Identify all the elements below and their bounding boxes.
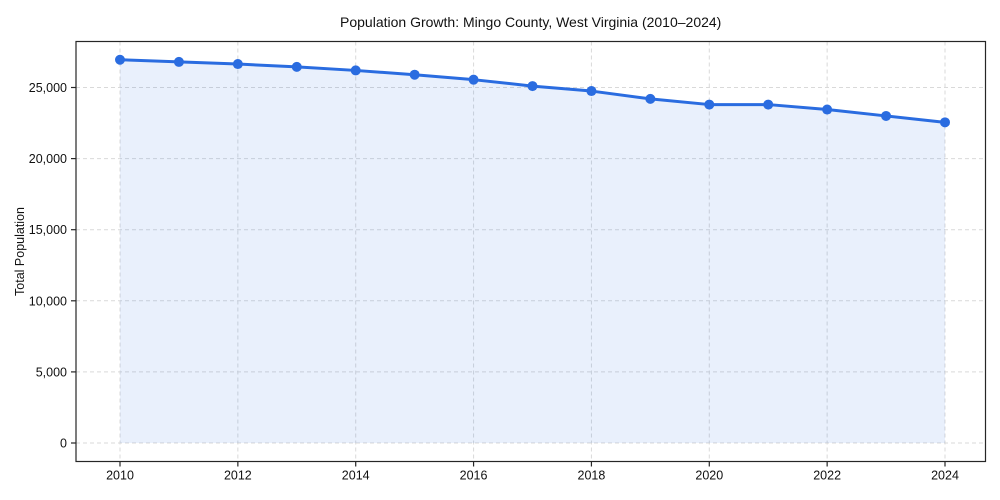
y-tick-label: 0	[60, 437, 67, 451]
plot-border	[75, 40, 987, 463]
x-tick-label: 2012	[224, 469, 252, 483]
y-tick-label: 5,000	[36, 365, 67, 379]
x-tick-label: 2022	[813, 469, 841, 483]
data-point-2014	[350, 65, 361, 76]
data-point-2018	[586, 86, 597, 97]
data-point-2015	[409, 69, 420, 80]
gridlines	[76, 41, 986, 462]
y-tick-label: 20,000	[29, 152, 67, 166]
data-point-2017	[527, 81, 538, 92]
data-point-2021	[763, 99, 774, 110]
area-fill	[120, 59, 945, 444]
data-point-2020	[704, 99, 715, 110]
x-tick-label: 2010	[106, 469, 134, 483]
data-point-2023	[881, 110, 892, 121]
x-tick-label: 2014	[342, 469, 370, 483]
y-tick-label: 15,000	[29, 223, 67, 237]
data-point-2016	[468, 74, 479, 85]
series-layer	[115, 54, 950, 444]
data-point-2024	[940, 117, 950, 128]
data-point-2019	[645, 93, 656, 104]
data-point-2022	[822, 104, 833, 115]
y-axis-label: Total Population	[13, 207, 27, 296]
x-tick-label: 2016	[460, 469, 488, 483]
y-tick-label: 25,000	[29, 81, 67, 95]
data-point-2013	[291, 61, 302, 72]
data-point-2012	[232, 59, 243, 70]
x-tick-label: 2020	[695, 469, 723, 483]
x-tick-label: 2018	[578, 469, 606, 483]
data-point-2010	[115, 54, 125, 65]
axis-layer: 0 5,000 10,000 15,000 20,000 25,000 2010 2012 20…	[29, 81, 959, 483]
chart-title: Population Growth: Mingo County, West Vi…	[340, 14, 721, 30]
data-point-2011	[173, 56, 184, 67]
x-tick-label: 2024	[931, 469, 959, 483]
y-tick-label: 10,000	[29, 294, 67, 308]
